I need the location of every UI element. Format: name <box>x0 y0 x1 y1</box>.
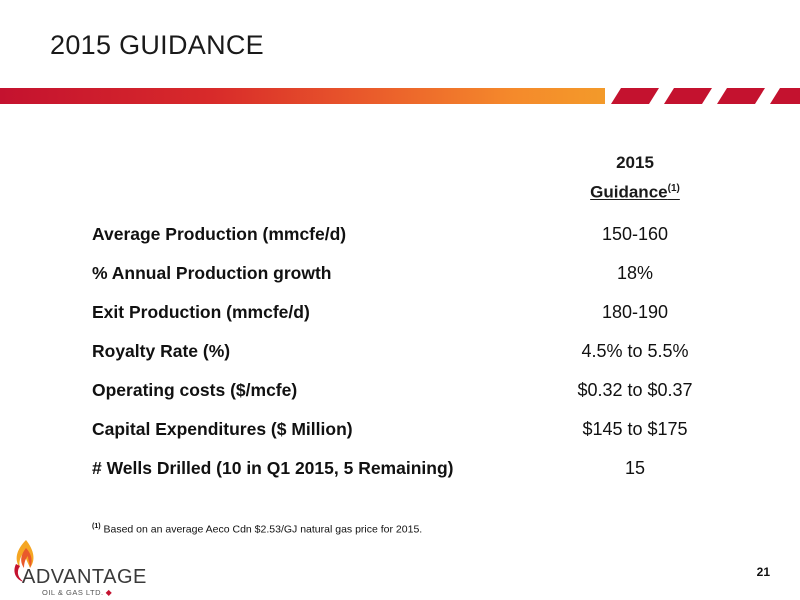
stripe-segment <box>717 88 765 104</box>
header-stripe <box>0 88 800 104</box>
row-value: 4.5% to 5.5% <box>581 341 689 361</box>
row-label: # Wells Drilled (10 in Q1 2015, 5 Remain… <box>92 458 454 478</box>
page-number: 21 <box>756 565 770 579</box>
row-label: Exit Production (mmcfe/d) <box>92 302 310 322</box>
column-header-year: 2015 <box>616 153 654 172</box>
logo-subtitle-text: OIL & GAS LTD. <box>42 588 104 597</box>
logo-subtitle: OIL & GAS LTD. ◆ <box>42 588 112 597</box>
footnote-marker: (1) <box>92 523 101 530</box>
flame-icon <box>14 540 34 582</box>
row-label: Operating costs ($/mcfe) <box>92 380 298 400</box>
footnote-text: Based on an average Aeco Cdn $2.53/GJ na… <box>103 523 423 536</box>
column-header-label: Guidance(1) <box>560 176 710 206</box>
table-row: Operating costs ($/mcfe) $0.32 to $0.37 <box>92 371 712 410</box>
gradient-bar <box>0 88 605 104</box>
table-row: % Annual Production growth 18% <box>92 254 712 293</box>
table-row: Capital Expenditures ($ Million) $145 to … <box>92 410 712 449</box>
row-label: Average Production (mmcfe/d) <box>92 224 347 244</box>
row-label: Royalty Rate (%) <box>92 341 231 361</box>
stripe-segment <box>664 88 712 104</box>
column-header-text: Guidance <box>590 182 668 202</box>
stripe-segment <box>611 88 659 104</box>
table-row: # Wells Drilled (10 in Q1 2015, 5 Remain… <box>92 449 712 488</box>
row-value: 150-160 <box>601 224 669 244</box>
logo-wordmark: ADVANTAGE <box>22 566 147 588</box>
footnote: (1) Based on an average Aeco Cdn $2.53/G… <box>92 523 422 536</box>
row-value: 15 <box>624 458 646 478</box>
page-title: 2015 GUIDANCE <box>50 30 264 60</box>
table-row: Royalty Rate (%) 4.5% to 5.5% <box>92 332 712 371</box>
guidance-table: Average Production (mmcfe/d) 150-160 % Ann… <box>92 215 712 488</box>
footnote-ref: (1) <box>667 183 680 194</box>
row-label: Capital Expenditures ($ Million) <box>92 419 353 439</box>
table-row: Exit Production (mmcfe/d) 180-190 <box>92 293 712 332</box>
stripe-segment <box>770 88 800 104</box>
table-row: Average Production (mmcfe/d) 150-160 <box>92 215 712 254</box>
maple-leaf-icon: ◆ <box>105 588 113 597</box>
row-value: $145 to $175 <box>582 419 688 439</box>
guidance-column-header: 2015 Guidance(1) <box>560 150 710 206</box>
company-logo: ADVANTAGE OIL & GAS LTD. ◆ <box>4 538 154 598</box>
row-value: 18% <box>616 263 654 283</box>
row-value: 180-190 <box>601 302 669 322</box>
row-value: $0.32 to $0.37 <box>577 380 693 400</box>
row-label: % Annual Production growth <box>92 263 332 283</box>
